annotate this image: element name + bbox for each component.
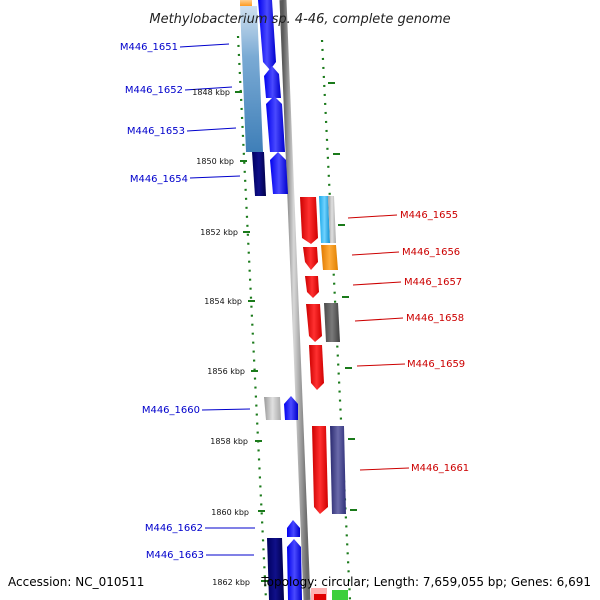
scale-label: 1852 kbp bbox=[200, 228, 238, 237]
gene-block-red bbox=[314, 594, 326, 600]
gene-block-navy-1663 bbox=[267, 538, 284, 600]
leader-line bbox=[356, 363, 406, 367]
gene-arrow-red-1656 bbox=[303, 247, 318, 270]
leader-lines bbox=[179, 43, 410, 556]
gene-block-orange-1656 bbox=[321, 245, 338, 270]
gene-arrow-red-1661 bbox=[312, 426, 328, 514]
gene-block-navy-1654 bbox=[252, 152, 266, 196]
gene-arrow-blue bbox=[264, 66, 281, 98]
right-gene-labels: M446_1655 M446_1656 M446_1657 M446_1658 … bbox=[400, 210, 469, 474]
gene-label[interactable]: M446_1657 bbox=[404, 277, 462, 288]
scale-ticks bbox=[235, 91, 268, 582]
gene-label[interactable]: M446_1659 bbox=[407, 359, 465, 370]
gene-arrow-red-1659 bbox=[309, 345, 324, 390]
gene-arrow-red-1658 bbox=[306, 304, 322, 342]
scale-label: 1856 kbp bbox=[207, 367, 245, 376]
left-inner-column bbox=[258, 0, 288, 194]
gene-arrow-red-1657 bbox=[305, 276, 319, 298]
leader-line bbox=[189, 175, 241, 179]
gene-arrow-blue bbox=[258, 0, 276, 70]
gene-label[interactable]: M446_1653 bbox=[127, 126, 185, 137]
right-genes bbox=[300, 196, 346, 514]
scale-label: 1860 kbp bbox=[211, 508, 249, 517]
gene-arrow-blue-1660 bbox=[284, 396, 298, 420]
gene-label[interactable]: M446_1660 bbox=[142, 405, 200, 416]
leader-line bbox=[354, 317, 404, 322]
gene-label[interactable]: M446_1661 bbox=[411, 463, 469, 474]
gene-block-steel-1651-1653 bbox=[240, 6, 263, 152]
gene-arrow-blue bbox=[270, 152, 288, 194]
leader-line bbox=[351, 251, 400, 256]
right-track-ticks bbox=[328, 82, 357, 511]
scale-labels: 1848 kbp 1850 kbp 1852 kbp 1854 kbp 1856… bbox=[192, 88, 250, 587]
lower-left-genes bbox=[264, 396, 302, 600]
gene-label[interactable]: M446_1654 bbox=[130, 174, 188, 185]
gene-label[interactable]: M446_1662 bbox=[145, 523, 203, 534]
gene-arrow-red-1655 bbox=[300, 197, 318, 244]
gene-block-gray-1658 bbox=[324, 303, 340, 342]
leader-line bbox=[179, 43, 230, 48]
gene-block-lightgray-1655 bbox=[328, 196, 336, 243]
accession-text: Accession: NC_010511 bbox=[8, 575, 144, 589]
gene-block-lightgray-1660 bbox=[264, 397, 281, 420]
scale-label: 1848 kbp bbox=[192, 88, 230, 97]
gene-block-green bbox=[332, 590, 348, 600]
scale-label: 1850 kbp bbox=[196, 157, 234, 166]
genome-backbone bbox=[279, 0, 311, 600]
bottom-partial-genes bbox=[311, 588, 348, 600]
left-outer-column bbox=[240, 0, 266, 196]
gene-label[interactable]: M446_1652 bbox=[125, 85, 183, 96]
leader-line bbox=[201, 408, 251, 411]
gene-arrow-blue-1663 bbox=[287, 539, 302, 600]
gene-label[interactable]: M446_1656 bbox=[402, 247, 460, 258]
scale-label: 1854 kbp bbox=[204, 297, 242, 306]
leader-line bbox=[347, 214, 398, 219]
leader-line bbox=[186, 127, 237, 132]
chart-title: Methylobacterium sp. 4-46, complete geno… bbox=[149, 12, 450, 27]
leader-line bbox=[352, 281, 402, 286]
gene-block-top-orange bbox=[240, 0, 252, 6]
gene-block-cyan-1655 bbox=[319, 196, 330, 243]
gene-block-purple-1661 bbox=[330, 426, 346, 514]
leader-line bbox=[359, 467, 410, 471]
gene-arrow-blue bbox=[266, 96, 285, 152]
left-gene-labels: M446_1651 M446_1652 M446_1653 M446_1654 … bbox=[120, 42, 204, 561]
gene-label[interactable]: M446_1651 bbox=[120, 42, 178, 53]
gene-label[interactable]: M446_1658 bbox=[406, 313, 464, 324]
topology-text: Topology: circular; Length: 7,659,055 bp… bbox=[260, 575, 591, 589]
gene-label[interactable]: M446_1655 bbox=[400, 210, 458, 221]
gene-label[interactable]: M446_1663 bbox=[146, 550, 204, 561]
scale-label: 1858 kbp bbox=[210, 437, 248, 446]
leader-line bbox=[184, 86, 233, 91]
gene-arrow-blue-1662 bbox=[287, 520, 300, 537]
scale-label: 1862 kbp bbox=[212, 578, 250, 587]
